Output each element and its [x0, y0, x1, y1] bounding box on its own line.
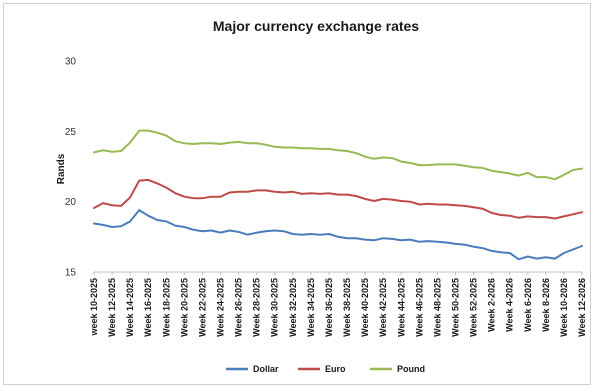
y-tick-label: 25 — [65, 127, 77, 138]
chart-frame: Major currency exchange rates Rands 15 20… — [3, 3, 591, 385]
x-tick-label: Week 14-2025 — [125, 278, 135, 337]
legend-label-pound: Pound — [397, 364, 425, 374]
x-tick-label: Week 52-2025 — [469, 278, 479, 337]
x-tick-label: Week 16-2025 — [143, 278, 153, 337]
x-tick-label: Week 30-2025 — [270, 278, 280, 337]
x-tick-label: Week 36-2025 — [324, 278, 334, 337]
x-tick-label: Week 22-2025 — [197, 278, 207, 337]
legend-label-dollar: Dollar — [253, 364, 279, 374]
series-line-dollar — [93, 209, 583, 261]
y-tick-label: 20 — [65, 197, 77, 208]
x-tick-label: Week 4-2026 — [505, 278, 515, 332]
x-tick-label: Week 46-2025 — [414, 278, 424, 337]
x-tick-label: Week 8-2026 — [541, 278, 551, 332]
y-tick-label: 30 — [65, 57, 77, 68]
series-lines — [93, 129, 583, 261]
x-tick-label: Week 12-2025 — [107, 278, 117, 337]
y-axis-ticks: 15 20 25 30 — [65, 57, 77, 279]
series-line-euro — [93, 178, 583, 220]
x-tick-label: week 10-2025 — [89, 278, 99, 337]
y-axis-label: Rands — [56, 153, 67, 184]
x-tick-label: Week 48-2025 — [432, 278, 442, 337]
x-tick-label: Week 20-2025 — [179, 278, 189, 337]
x-tick-label: Week 18-2025 — [161, 278, 171, 337]
line-chart: Major currency exchange rates Rands 15 20… — [56, 18, 587, 374]
x-tick-label: Week 44-2025 — [396, 278, 406, 337]
x-tick-label: Week 38-2025 — [342, 278, 352, 337]
chart-title: Major currency exchange rates — [213, 18, 419, 34]
x-tick-label: Week 32-2025 — [288, 278, 298, 337]
x-tick-label: Week 26-2025 — [234, 278, 244, 337]
x-tick-label: Week 6-2026 — [523, 278, 533, 332]
x-tick-label: Week 12-2026 — [577, 278, 587, 337]
x-tick-label: Week 50-2025 — [451, 278, 461, 337]
x-tick-label: Week 24-2025 — [216, 278, 226, 337]
legend: Dollar Euro Pound — [226, 364, 425, 374]
x-tick-label: Week 2-2026 — [487, 278, 497, 332]
x-axis-ticks: week 10-2025 Week 12-2025 Week 14-2025 Week… — [89, 272, 587, 337]
x-tick-label: Week 42-2025 — [378, 278, 388, 337]
x-tick-label: Week 34-2025 — [306, 278, 316, 337]
y-tick-label: 15 — [65, 268, 77, 279]
series-line-pound — [93, 129, 583, 181]
legend-label-euro: Euro — [325, 364, 346, 374]
x-tick-label: Week 28-2025 — [252, 278, 262, 337]
x-tick-label: Week 10-2026 — [559, 278, 569, 337]
x-tick-label: Week 40-2025 — [360, 278, 370, 337]
